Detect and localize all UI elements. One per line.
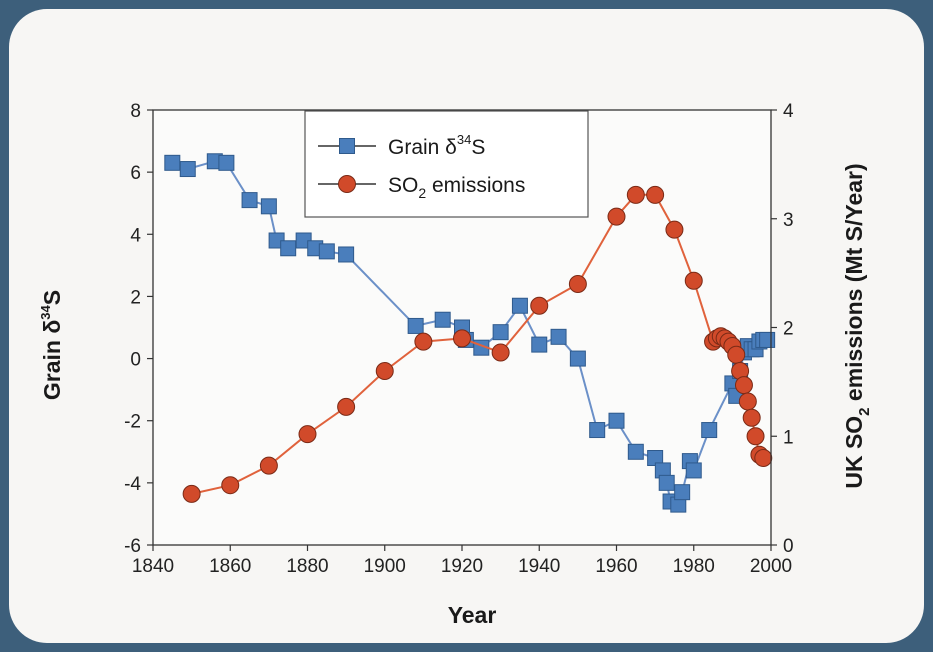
y-right-tick-label: 3 xyxy=(783,210,794,231)
data-point-1-13 xyxy=(646,185,665,204)
data-point-0-5 xyxy=(260,198,277,215)
data-point-0-20 xyxy=(550,328,567,345)
data-point-1-2 xyxy=(259,456,278,475)
data-point-1-6 xyxy=(414,332,433,351)
data-point-1-24 xyxy=(734,376,753,395)
y-right-tick-label: 1 xyxy=(783,427,794,448)
data-point-0-22 xyxy=(589,422,606,439)
data-point-0-0 xyxy=(164,154,181,171)
x-tick-label: 2000 xyxy=(750,556,792,577)
data-point-1-8 xyxy=(491,343,510,362)
data-point-1-29 xyxy=(754,449,773,467)
data-point-0-19 xyxy=(531,336,548,353)
data-point-0-10 xyxy=(318,243,335,260)
y-left-tick-label: -4 xyxy=(124,474,141,495)
data-point-1-25 xyxy=(738,392,757,411)
legend-marker-circle xyxy=(338,175,356,193)
data-point-1-3 xyxy=(298,425,317,444)
data-point-0-1 xyxy=(179,161,196,178)
data-point-0-23 xyxy=(608,412,625,429)
y-right-tick-label: 4 xyxy=(783,101,794,122)
data-point-1-5 xyxy=(375,362,394,380)
y-right-axis-title: UK SO2 emissions (Mt S/Year) xyxy=(841,163,873,488)
axes-layer: 1840 1860 1880 1900 1920 1940 1960 1980 2000-6-4… xyxy=(38,101,873,628)
x-tick-label: 1940 xyxy=(518,556,560,577)
data-point-0-33 xyxy=(701,422,718,439)
data-point-1-7 xyxy=(453,329,471,348)
data-point-0-17 xyxy=(492,324,509,341)
data-point-0-3 xyxy=(218,154,235,171)
data-point-0-7 xyxy=(280,240,297,257)
legend-box xyxy=(304,110,589,218)
data-point-1-10 xyxy=(568,275,587,293)
x-axis-title: Year xyxy=(448,602,497,628)
x-tick-label: 1860 xyxy=(209,556,251,577)
x-tick-label: 1900 xyxy=(364,556,406,577)
data-point-0-30 xyxy=(674,484,691,501)
data-point-0-11 xyxy=(338,246,355,263)
data-point-0-4 xyxy=(241,192,258,209)
data-point-1-26 xyxy=(742,408,761,427)
x-tick-label: 1960 xyxy=(595,556,637,577)
data-point-0-43 xyxy=(759,331,776,348)
y-left-tick-label: -6 xyxy=(124,536,141,557)
y-left-tick-label: 8 xyxy=(130,101,141,122)
y-left-tick-label: 6 xyxy=(130,163,141,184)
data-point-1-1 xyxy=(221,476,240,495)
x-tick-label: 1880 xyxy=(286,556,328,577)
legend-label-0: Grain δ34S xyxy=(388,132,485,159)
data-point-1-12 xyxy=(626,185,645,204)
data-point-0-32 xyxy=(685,462,702,479)
data-point-1-9 xyxy=(530,296,549,315)
data-point-0-12 xyxy=(407,317,424,334)
y-left-tick-label: 0 xyxy=(130,350,141,371)
legend: Grain δ34S SO2 emissions xyxy=(304,110,589,218)
legend-marker-square xyxy=(339,138,355,154)
y-right-tick-label: 0 xyxy=(783,536,794,557)
y-left-tick-label: 2 xyxy=(130,287,141,308)
x-tick-label: 1980 xyxy=(673,556,715,577)
data-point-0-13 xyxy=(434,311,451,328)
data-point-0-24 xyxy=(627,443,644,460)
data-point-0-18 xyxy=(511,297,528,314)
data-point-1-27 xyxy=(746,427,765,446)
data-point-1-4 xyxy=(337,397,356,416)
data-point-1-11 xyxy=(607,207,626,226)
data-point-1-14 xyxy=(665,220,684,239)
y-left-tick-label: -2 xyxy=(124,412,141,433)
data-point-0-21 xyxy=(569,350,586,367)
y-left-axis-title: Grain δ34S xyxy=(38,290,65,400)
data-point-1-0 xyxy=(182,484,201,503)
y-right-tick-label: 2 xyxy=(783,319,794,340)
data-point-0-27 xyxy=(658,474,675,491)
series-layer xyxy=(164,153,776,513)
data-point-1-22 xyxy=(727,345,746,364)
x-tick-label: 1840 xyxy=(132,556,174,577)
x-tick-label: 1920 xyxy=(441,556,483,577)
legend-label-1: SO2 emissions xyxy=(388,174,525,201)
y-left-tick-label: 4 xyxy=(130,225,141,246)
data-point-1-15 xyxy=(684,271,703,290)
